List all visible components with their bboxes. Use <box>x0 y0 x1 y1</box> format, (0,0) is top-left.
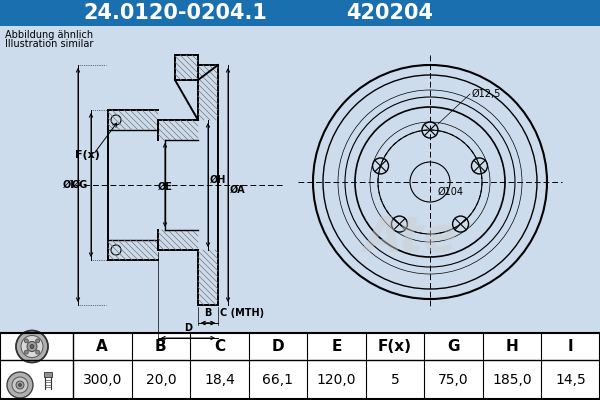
Text: 120,0: 120,0 <box>317 373 356 387</box>
Bar <box>0 26 295 336</box>
Text: G: G <box>448 339 460 354</box>
Circle shape <box>7 372 33 398</box>
Text: D: D <box>184 323 192 333</box>
Text: Ø104: Ø104 <box>438 187 464 197</box>
Text: 20,0: 20,0 <box>146 373 176 387</box>
Text: I: I <box>568 339 574 354</box>
Text: 75,0: 75,0 <box>438 373 469 387</box>
Text: ØI: ØI <box>63 180 75 190</box>
Text: Abbildung ähnlich: Abbildung ähnlich <box>5 30 93 40</box>
Text: B: B <box>155 339 167 354</box>
Bar <box>0 0 600 26</box>
Circle shape <box>35 350 40 354</box>
Circle shape <box>35 339 40 343</box>
Text: 5: 5 <box>391 373 400 387</box>
Text: H: H <box>506 339 518 354</box>
Text: E: E <box>331 339 341 354</box>
Text: 185,0: 185,0 <box>493 373 532 387</box>
Text: Illustration similar: Illustration similar <box>5 39 94 49</box>
Text: Ate: Ate <box>363 213 457 261</box>
Text: 66,1: 66,1 <box>262 373 293 387</box>
Text: F(x): F(x) <box>378 339 412 354</box>
Text: ØE: ØE <box>158 182 172 192</box>
Text: 14,5: 14,5 <box>556 373 586 387</box>
Text: 420204: 420204 <box>347 3 433 23</box>
Text: 300,0: 300,0 <box>83 373 122 387</box>
Text: ØH: ØH <box>210 175 226 185</box>
Text: 18,4: 18,4 <box>204 373 235 387</box>
Text: ØG: ØG <box>72 180 88 190</box>
Text: F(x): F(x) <box>75 150 100 160</box>
Circle shape <box>30 344 34 348</box>
Text: Ø12,5: Ø12,5 <box>472 89 502 99</box>
Text: 24.0120-0204.1: 24.0120-0204.1 <box>83 3 267 23</box>
Circle shape <box>19 384 22 386</box>
Text: C (MTH): C (MTH) <box>220 308 264 318</box>
Circle shape <box>21 336 43 358</box>
Text: A: A <box>97 339 108 354</box>
Circle shape <box>27 342 37 352</box>
Circle shape <box>16 330 48 362</box>
Text: ØA: ØA <box>230 185 245 195</box>
Text: C: C <box>214 339 225 354</box>
Bar <box>0 333 600 400</box>
Circle shape <box>12 377 28 393</box>
Circle shape <box>25 339 28 343</box>
Text: B: B <box>205 308 212 318</box>
Circle shape <box>16 381 24 389</box>
Bar <box>44 372 52 377</box>
Circle shape <box>25 350 28 354</box>
Text: D: D <box>272 339 284 354</box>
